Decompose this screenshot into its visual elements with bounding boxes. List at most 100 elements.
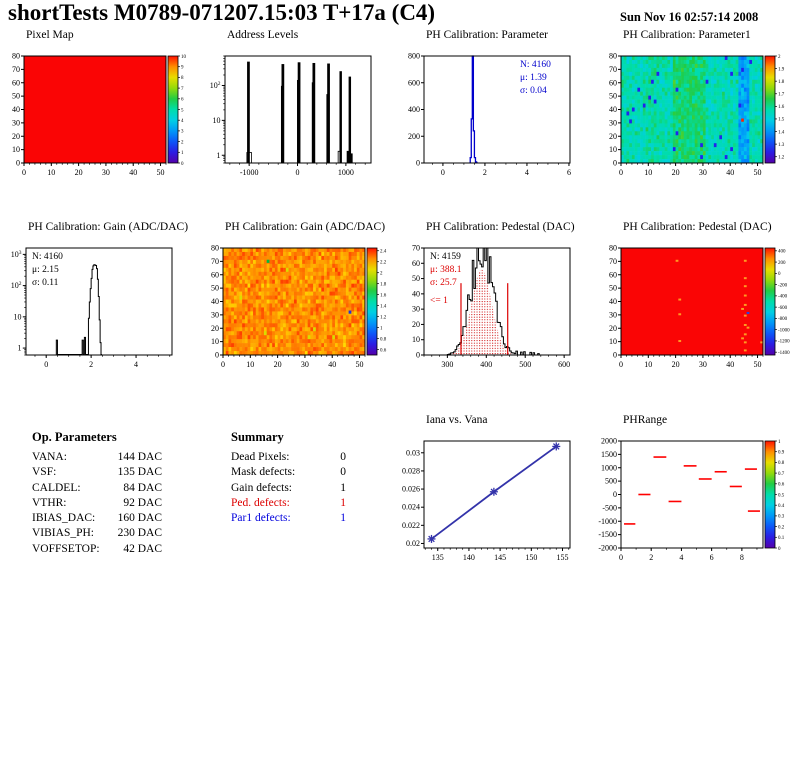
svg-text:20: 20 [12, 132, 20, 141]
svg-text:10: 10 [412, 335, 420, 344]
svg-text:2.4: 2.4 [380, 250, 387, 255]
svg-text:500: 500 [605, 477, 617, 486]
pixel-map-title: Pixel Map [26, 29, 74, 41]
pedestal-map-pad: PH Calibration: Pedestal (DAC) 0 10 20 30 40… [597, 220, 796, 413]
svg-text:40: 40 [129, 168, 137, 177]
svg-text:0: 0 [778, 272, 781, 277]
summary-row: Ped. defects: 1 [231, 497, 346, 512]
summary-row: Mask defects: 0 [231, 466, 346, 481]
svg-text:0.028: 0.028 [402, 466, 420, 475]
svg-text:0: 0 [613, 490, 617, 499]
svg-text:0.9: 0.9 [778, 451, 785, 456]
svg-text:60: 60 [12, 78, 20, 87]
svg-text:50: 50 [12, 92, 20, 101]
svg-text:102: 102 [11, 281, 22, 290]
svg-text:9: 9 [181, 66, 184, 71]
svg-text:0: 0 [215, 351, 219, 360]
svg-text:0: 0 [613, 351, 617, 360]
gain-map-title: PH Calibration: Gain (ADC/DAC) [225, 221, 386, 233]
summary-label: Dead Pixels: [231, 451, 290, 463]
op-parameter-label: VANA: [32, 451, 67, 463]
svg-text:60: 60 [211, 270, 219, 279]
svg-text:0.024: 0.024 [402, 503, 420, 512]
svg-text:-1500: -1500 [598, 530, 617, 539]
svg-text:20: 20 [274, 360, 282, 369]
svg-text:145: 145 [494, 553, 506, 562]
gain-map-pad: PH Calibration: Gain (ADC/DAC) 0 10 20 30 40… [199, 220, 398, 413]
svg-text:μ: 1.39: μ: 1.39 [520, 73, 547, 83]
address-levels-pad: Address Levels -1000 0 1000 1 10 102 [199, 28, 398, 221]
svg-text:6: 6 [181, 98, 184, 103]
op-parameter-value: 135 DAC [117, 466, 162, 479]
svg-text:20: 20 [672, 168, 680, 177]
svg-text:0: 0 [619, 168, 623, 177]
svg-text:1.7: 1.7 [778, 93, 785, 98]
svg-text:1.8: 1.8 [778, 80, 785, 85]
svg-text:40: 40 [726, 168, 734, 177]
op-parameter-label: IBIAS_DAC: [32, 512, 96, 525]
svg-text:30: 30 [699, 168, 707, 177]
pedestal-hist-title: PH Calibration: Pedestal (DAC) [426, 221, 575, 233]
report-title: shortTests M0789-071207.15:03 T+17a (C4) [8, 0, 436, 25]
op-parameter-label: VSF: [32, 466, 57, 479]
svg-text:2000: 2000 [601, 437, 617, 446]
svg-text:0: 0 [44, 360, 48, 369]
svg-text:0.1: 0.1 [778, 536, 785, 541]
svg-text:0.026: 0.026 [402, 485, 420, 494]
svg-text:0.3: 0.3 [778, 515, 785, 520]
svg-text:50: 50 [754, 168, 762, 177]
svg-text:5: 5 [181, 108, 184, 113]
svg-text:80: 80 [12, 52, 20, 61]
svg-text:1.2: 1.2 [778, 156, 785, 161]
summary-value: 0 [340, 451, 346, 463]
svg-text:1: 1 [181, 151, 184, 156]
svg-text:1: 1 [380, 326, 383, 331]
pedestal-hist-pad: PH Calibration: Pedestal (DAC) 300 400 500… [398, 220, 597, 413]
svg-text:60: 60 [609, 270, 617, 279]
svg-text:0: 0 [613, 159, 617, 168]
svg-text:50: 50 [609, 92, 617, 101]
svg-text:4: 4 [679, 553, 683, 562]
svg-text:10: 10 [644, 360, 652, 369]
svg-text:0.6: 0.6 [778, 483, 785, 488]
op-parameter-value: 84 DAC [123, 481, 162, 494]
svg-text:300: 300 [441, 360, 453, 369]
pixel-map-plot: 0 10 20 30 40 50 0 10 20 30 40 50 60 70 80 0 1 2 3 4 5 6 7 8 9 10 [12, 52, 187, 178]
svg-text:1000: 1000 [338, 168, 354, 177]
svg-text:80: 80 [609, 52, 617, 61]
svg-text:103: 103 [11, 250, 22, 259]
svg-text:10: 10 [47, 168, 55, 177]
svg-text:70: 70 [609, 257, 617, 266]
op-parameter-row: VTHR: 92 DAC [32, 497, 162, 512]
svg-text:30: 30 [102, 168, 110, 177]
op-parameter-value: 42 DAC [123, 542, 162, 555]
svg-text:0.022: 0.022 [402, 521, 420, 530]
svg-text:2: 2 [483, 168, 487, 177]
svg-text:0.6: 0.6 [380, 348, 387, 353]
svg-text:0.4: 0.4 [778, 504, 785, 509]
svg-text:0.8: 0.8 [778, 461, 785, 466]
summary-value: 0 [340, 466, 346, 479]
pixel-map-pad: Pixel Map 0 10 20 30 40 50 0 10 20 30 40 50 60 70 80 0 1… [0, 28, 199, 221]
svg-text:-1000: -1000 [240, 168, 259, 177]
svg-text:70: 70 [12, 65, 20, 74]
svg-text:50: 50 [211, 284, 219, 293]
svg-text:0.2: 0.2 [778, 525, 785, 530]
svg-text:-800: -800 [778, 317, 788, 322]
svg-text:<= 1: <= 1 [430, 296, 448, 306]
ph-parameter1-plot: 0 10 20 30 40 50 0 10 20 30 40 50 60 70 80 1.2 1.3 1.4 1.5… [609, 52, 785, 178]
address-levels-plot: -1000 0 1000 1 10 102 [210, 55, 372, 177]
svg-text:4: 4 [134, 360, 138, 369]
svg-text:60: 60 [609, 78, 617, 87]
svg-text:50: 50 [157, 168, 165, 177]
svg-text:30: 30 [699, 360, 707, 369]
summary-label: Mask defects: [231, 466, 296, 479]
svg-text:0: 0 [441, 168, 445, 177]
svg-text:400: 400 [480, 360, 492, 369]
svg-text:-1200: -1200 [778, 340, 790, 345]
svg-text:155: 155 [557, 553, 569, 562]
svg-text:2: 2 [89, 360, 93, 369]
svg-text:2: 2 [380, 271, 383, 276]
svg-text:50: 50 [609, 284, 617, 293]
